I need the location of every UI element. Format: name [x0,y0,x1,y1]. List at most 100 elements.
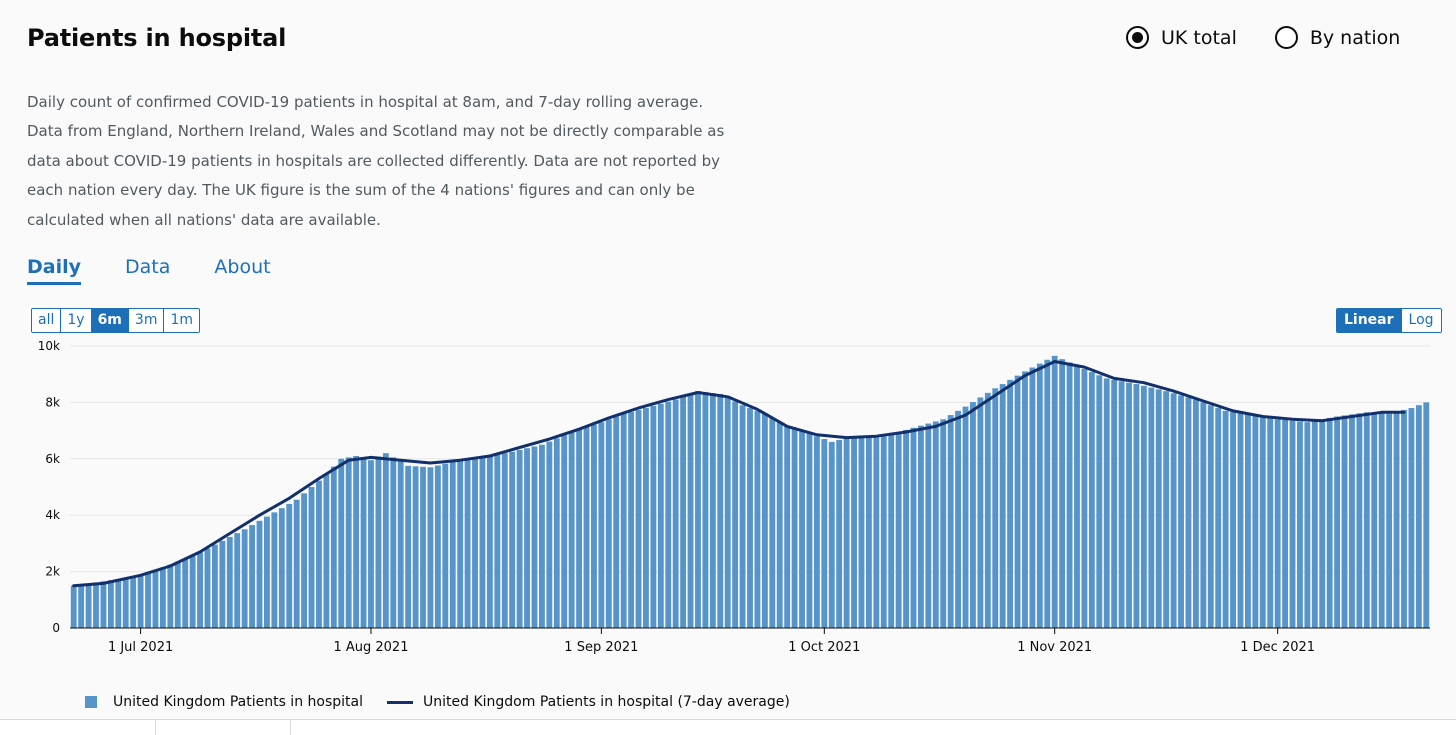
bar [434,465,441,628]
bar [1140,385,1147,628]
bar [858,436,865,628]
bar [754,410,761,628]
tab-about[interactable]: About [214,256,271,278]
y-tick-label: 2k [45,565,60,579]
bar [107,580,114,628]
bar [903,429,909,628]
bar [1185,397,1192,628]
bar [1044,359,1051,628]
bar [1155,389,1162,628]
bar [78,584,85,628]
bar [843,438,850,628]
radio-uk-total-label: UK total [1161,26,1237,49]
bar [412,466,419,628]
bar [680,396,687,628]
chart-description: Daily count of confirmed COVID-19 patien… [27,93,725,229]
bar [152,570,159,628]
tab-data[interactable]: Data [125,256,171,278]
bar [1408,408,1415,628]
bar [598,422,605,628]
bar [1029,367,1036,628]
bar [509,451,516,628]
bar [821,439,828,628]
bar [1423,402,1430,628]
range-3m-button[interactable]: 3m [128,309,165,332]
bar [1289,420,1296,628]
bar [264,516,270,628]
bar [197,552,203,628]
bar [999,384,1006,628]
bar [1066,362,1073,628]
radio-by-nation[interactable]: By nation [1274,26,1401,49]
bar [591,424,597,628]
bar [1163,391,1170,628]
bar [918,425,924,628]
bar [739,405,746,628]
bar [613,416,620,628]
bar [1126,382,1132,628]
bar [643,408,649,628]
bar [234,533,241,628]
bar [553,438,560,628]
bar [1334,416,1341,628]
bar [278,508,285,628]
bar [338,458,345,628]
bar [732,401,739,628]
tab-daily[interactable]: Daily [27,256,82,285]
radio-checked-icon[interactable] [1126,26,1149,49]
x-tick-label: 1 Nov 2021 [1017,640,1092,655]
bar [977,397,984,628]
bar [940,419,947,628]
bar [293,499,300,628]
scale-linear-button[interactable]: Linear [1337,309,1402,332]
bar [368,460,374,628]
bar [724,397,731,628]
bar [1371,412,1378,628]
bar [1297,421,1303,628]
range-all-button[interactable]: all [32,309,62,332]
radio-by-nation-label: By nation [1309,26,1401,49]
bar [531,446,538,628]
range-6m-button[interactable]: 6m [91,309,129,332]
bar [650,405,657,628]
bar [747,408,753,628]
bar [1237,412,1244,628]
bar [286,503,293,628]
bar [219,540,226,628]
bar [851,436,857,628]
bar [360,458,367,628]
hospital-chart: 0 2k 4k 6k 8k 10k 1 Jul 2021 1 Aug 2021 1 Sep 20… [38,339,1430,655]
bar [1096,375,1103,628]
bar [784,426,791,628]
bar [1200,402,1207,628]
bar [769,417,776,628]
time-range-selector: all 1y 6m 3m 1m [31,308,200,333]
bar [501,453,508,628]
bar [1230,411,1236,628]
bar [494,454,501,628]
range-1y-button[interactable]: 1y [61,309,92,332]
tab-bar: Daily Data About [27,256,271,285]
range-1m-button[interactable]: 1m [164,309,199,332]
strip-divider [290,720,291,735]
bar [1393,411,1400,628]
x-tick-label: 1 Jul 2021 [108,640,173,655]
bar [970,402,976,628]
bar [382,453,389,628]
y-tick-label: 0 [52,621,60,635]
bar [1207,405,1214,628]
bar [442,463,449,628]
bar [137,575,144,628]
bar [85,583,92,628]
scale-log-button[interactable]: Log [1401,309,1441,332]
bar [1356,413,1363,628]
bar [1267,417,1274,628]
bar [628,411,635,628]
bar [1081,368,1088,628]
y-tick-label: 4k [45,508,60,522]
radio-uk-total[interactable]: UK total [1126,26,1237,49]
radio-unchecked-icon[interactable] [1274,26,1298,49]
bar [568,432,575,628]
bar [561,435,568,628]
bar [620,413,627,628]
